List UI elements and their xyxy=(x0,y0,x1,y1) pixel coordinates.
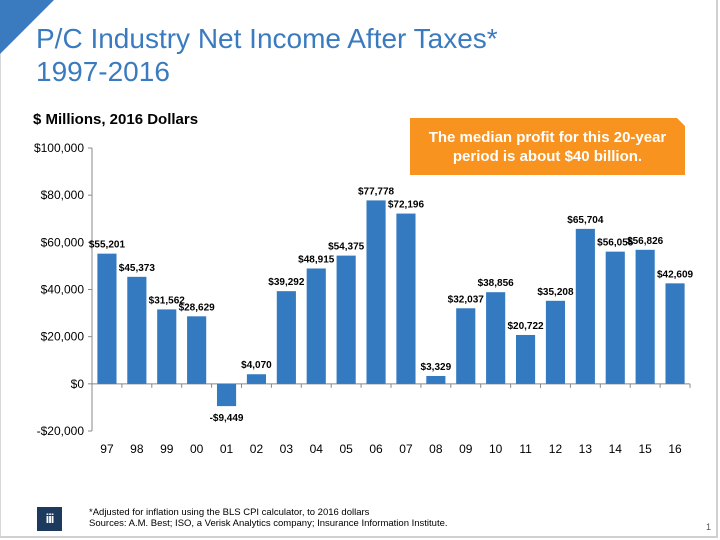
data-label: $65,704 xyxy=(567,215,604,226)
data-label: $38,856 xyxy=(478,278,515,289)
data-label: $4,070 xyxy=(241,360,272,371)
x-tick-label: 06 xyxy=(369,442,383,456)
data-label: $56,826 xyxy=(627,236,664,247)
sources: Sources: A.M. Best; ISO, a Verisk Analyt… xyxy=(89,518,448,529)
bar-09 xyxy=(456,308,476,384)
bar-05 xyxy=(336,255,356,384)
x-tick-label: 13 xyxy=(579,442,593,456)
x-tick-label: 98 xyxy=(130,442,144,456)
data-label: $56,055 xyxy=(597,238,634,249)
title-line-1: P/C Industry Net Income After Taxes* xyxy=(36,23,498,54)
data-label: $20,722 xyxy=(507,321,544,332)
y-tick-label: $0 xyxy=(71,377,85,391)
bar-99 xyxy=(157,309,177,384)
data-label: $32,037 xyxy=(448,294,485,305)
bar-03 xyxy=(276,291,296,384)
x-tick-label: 00 xyxy=(190,442,204,456)
page-number: 1 xyxy=(706,522,712,532)
data-label: $42,609 xyxy=(657,269,694,280)
bar-13 xyxy=(575,228,595,384)
y-tick-label: $60,000 xyxy=(41,235,85,249)
data-labels: $55,201 $45,373 $31,562$28,629 -$9,449 $4,07… xyxy=(89,186,694,424)
x-tick-label: 99 xyxy=(160,442,174,456)
bar-97 xyxy=(97,253,117,384)
title-line-2: 1997-2016 xyxy=(36,56,170,87)
bar-07 xyxy=(396,213,416,384)
x-tick-label: 15 xyxy=(638,442,652,456)
x-tick-label: 01 xyxy=(220,442,234,456)
bar-12 xyxy=(545,300,566,384)
x-tick-label: 97 xyxy=(100,442,114,456)
x-tick-label: 11 xyxy=(519,442,532,456)
data-label: $28,629 xyxy=(179,302,216,313)
iii-logo-icon: iii xyxy=(37,507,62,531)
median-callout: The median profit for this 20-year perio… xyxy=(410,118,685,175)
x-tick-label: 04 xyxy=(310,442,324,456)
bar-16 xyxy=(665,283,685,384)
bar-06 xyxy=(366,200,386,384)
x-tick-label: 05 xyxy=(339,442,353,456)
y-tick-label: $100,000 xyxy=(34,141,84,155)
x-tick-label: 02 xyxy=(250,442,264,456)
x-tick-label: 07 xyxy=(399,442,413,456)
data-label: -$9,449 xyxy=(210,413,244,424)
data-label: $54,375 xyxy=(328,242,365,253)
y-tick-label: $80,000 xyxy=(41,188,85,202)
y-tick-label: -$20,000 xyxy=(37,424,85,438)
y-tick-label: $20,000 xyxy=(41,330,85,344)
data-label: $48,915 xyxy=(298,254,335,265)
x-tick-label: 09 xyxy=(459,442,473,456)
bar-02 xyxy=(246,374,267,384)
data-label: $3,329 xyxy=(421,362,452,373)
data-label: $45,373 xyxy=(119,263,156,274)
bar-98 xyxy=(127,276,147,384)
bar-14 xyxy=(605,251,625,384)
x-tick-label: 10 xyxy=(489,442,503,456)
x-tick-label: 14 xyxy=(609,442,623,456)
data-label: $77,778 xyxy=(358,186,395,197)
x-tick-label: 08 xyxy=(429,442,443,456)
bar-15 xyxy=(635,249,655,384)
bar-11 xyxy=(515,334,536,384)
axes: -$20,000 $0 $20,000 $40,000 $60,000 $80,000 $1… xyxy=(34,141,691,456)
slide-title: P/C Industry Net Income After Taxes* 199… xyxy=(36,22,498,88)
bar-00 xyxy=(187,316,207,384)
y-tick-label: $40,000 xyxy=(41,283,85,297)
footer-notes: *Adjusted for inflation using the BLS CP… xyxy=(89,507,448,529)
data-label: $72,196 xyxy=(388,200,425,211)
data-label: $35,208 xyxy=(537,287,574,298)
units-subtitle: $ Millions, 2016 Dollars xyxy=(33,111,199,128)
bar-08 xyxy=(426,375,446,384)
footnote: *Adjusted for inflation using the BLS CP… xyxy=(89,507,370,518)
bars xyxy=(97,200,685,407)
x-tick-label: 03 xyxy=(280,442,294,456)
corner-accent xyxy=(0,0,54,54)
data-label: $55,201 xyxy=(89,240,126,251)
bar-10 xyxy=(486,292,506,384)
x-tick-label: 12 xyxy=(549,442,563,456)
bar-01 xyxy=(216,383,237,407)
data-label: $39,292 xyxy=(268,277,305,288)
bar-04 xyxy=(306,268,326,384)
x-tick-label: 16 xyxy=(668,442,682,456)
data-label: $31,562 xyxy=(149,295,186,306)
